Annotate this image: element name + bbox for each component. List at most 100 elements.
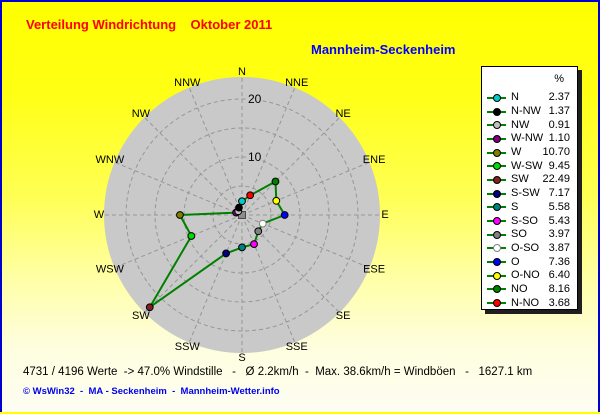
legend-value: 7.36: [548, 255, 570, 268]
legend-marker-icon-O: [487, 258, 506, 267]
data-marker-N-NW: [235, 203, 243, 212]
ring-tick-label-20: 20: [248, 92, 262, 106]
legend-row-W: W 10.70: [487, 146, 570, 160]
grid-spoke-SSE: [241, 214, 296, 343]
data-marker-N: [238, 197, 246, 206]
grid-spoke-WNW: [114, 161, 243, 216]
credit-line: © WsWin32 - MA - Seckenheim - Mannheim-W…: [23, 386, 280, 397]
compass-label-SSW: SSW: [175, 341, 201, 353]
legend-row-N: N 2.37: [487, 91, 570, 105]
legend-panel: % N 2.37 N-NW 1.37 NW 0.91 W-NW 1.10 W 10.70 W-SW 9…: [481, 66, 578, 310]
legend-row-O-SO: O-SO 3.87: [487, 242, 570, 256]
legend-value: 0.91: [548, 118, 570, 131]
compass-label-WNW: WNW: [96, 154, 125, 166]
compass-label-WSW: WSW: [96, 264, 125, 276]
legend-marker-icon-N: [487, 93, 506, 102]
legend-value: 5.43: [548, 214, 570, 227]
legend-marker-icon-SW: [487, 175, 506, 184]
legend-marker-icon-NO: [487, 285, 506, 294]
legend-label: N: [511, 91, 519, 104]
grid-spoke-NW: [144, 117, 243, 216]
legend-value: 2.37: [548, 91, 570, 104]
legend-row-W-NW: W-NW 1.10: [487, 132, 570, 146]
grid-spoke-ENE: [241, 161, 370, 216]
legend-row-S-SO: S-SO 5.43: [487, 214, 570, 228]
station-title: Mannheim-Seckenheim: [311, 42, 456, 57]
legend-value: 7.17: [548, 187, 570, 200]
compass-label-E: E: [381, 209, 388, 221]
legend-row-SW: SW 22.49: [487, 173, 570, 187]
legend-marker-icon-NW: [487, 121, 506, 130]
compass-label-SSE: SSE: [286, 341, 308, 353]
legend-value: 22.49: [542, 173, 570, 186]
data-marker-O-SO: [258, 219, 267, 228]
compass-label-N: N: [238, 66, 246, 78]
data-marker-S-SW: [222, 249, 230, 258]
grid-spoke-WSW: [114, 214, 243, 269]
legend-value: 1.10: [548, 132, 570, 145]
legend-row-N-NO: N-NO 3.68: [487, 296, 570, 310]
legend-label: S-SO: [511, 214, 538, 227]
legend-row-W-SW: W-SW 9.45: [487, 159, 570, 173]
legend-row-N-NW: N-NW 1.37: [487, 105, 570, 119]
data-marker-NO: [271, 177, 280, 186]
legend-marker-icon-W-NW: [487, 134, 506, 143]
page-title: Verteilung Windrichtung Oktober 2011: [26, 17, 273, 32]
legend-marker-icon-S: [487, 203, 506, 212]
data-marker-S: [238, 243, 246, 252]
legend-label: O: [511, 255, 520, 268]
compass-label-NW: NW: [132, 108, 151, 120]
grid-spoke-SSW: [188, 214, 243, 343]
compass-label-SE: SE: [336, 310, 351, 322]
legend-unit-header: %: [554, 73, 564, 85]
compass-label-NNW: NNW: [174, 77, 201, 89]
legend-value: 8.16: [548, 282, 570, 295]
data-marker-S-SO: [250, 240, 258, 248]
ring-tick-label-10: 10: [248, 150, 262, 164]
legend-label: W-SW: [511, 159, 543, 172]
legend-value: 5.58: [548, 200, 570, 213]
legend-value: 9.45: [548, 159, 570, 172]
grid-spoke-NNW: [188, 87, 243, 216]
compass-label-SW: SW: [132, 310, 150, 322]
legend-value: 3.87: [548, 241, 570, 254]
legend-marker-icon-W-SW: [487, 162, 506, 171]
status-line: 4731 / 4196 Werte -> 47.0% Windstille - …: [23, 366, 533, 378]
legend-marker-icon-O-SO: [487, 244, 506, 253]
compass-label-NNE: NNE: [285, 77, 308, 89]
data-marker-W: [176, 211, 184, 219]
data-marker-SW: [145, 303, 154, 312]
legend-row-S-SW: S-SW 7.17: [487, 187, 570, 201]
data-marker-O: [280, 211, 289, 219]
legend-label: NW: [511, 118, 530, 131]
legend-row-NW: NW 0.91: [487, 118, 570, 132]
compass-label-S: S: [238, 352, 245, 364]
legend-value: 3.68: [548, 296, 570, 309]
legend-row-NO: NO 8.16: [487, 283, 570, 297]
legend-label: W: [511, 146, 522, 159]
legend-row-O: O 7.36: [487, 255, 570, 269]
legend-label: S: [511, 200, 519, 213]
legend-marker-icon-O-NO: [487, 271, 506, 280]
grid-spoke-NE: [241, 117, 340, 216]
legend-value: 3.97: [548, 228, 570, 241]
data-marker-SO: [254, 227, 263, 236]
legend-value: 6.40: [548, 269, 570, 282]
legend-row-O-NO: O-NO 6.40: [487, 269, 570, 283]
legend-label: O-NO: [511, 269, 540, 282]
legend-value: 1.37: [548, 105, 570, 118]
data-marker-O-NO: [272, 196, 281, 205]
legend-label: SW: [511, 173, 529, 186]
legend-label: N-NO: [511, 296, 540, 309]
grid-spoke-SW: [144, 214, 243, 313]
data-marker-W-SW: [187, 232, 196, 240]
legend-marker-icon-W: [487, 148, 506, 157]
data-marker-N-NO: [246, 191, 255, 200]
legend-label: O-SO: [511, 241, 540, 254]
compass-label-NE: NE: [335, 108, 350, 120]
legend-marker-icon-N-NO: [487, 299, 506, 308]
legend-row-S: S 5.58: [487, 201, 570, 215]
legend-rows: N 2.37 N-NW 1.37 NW 0.91 W-NW 1.10 W 10.70 W-SW 9.4…: [487, 91, 570, 310]
legend-label: S-SW: [511, 187, 540, 200]
